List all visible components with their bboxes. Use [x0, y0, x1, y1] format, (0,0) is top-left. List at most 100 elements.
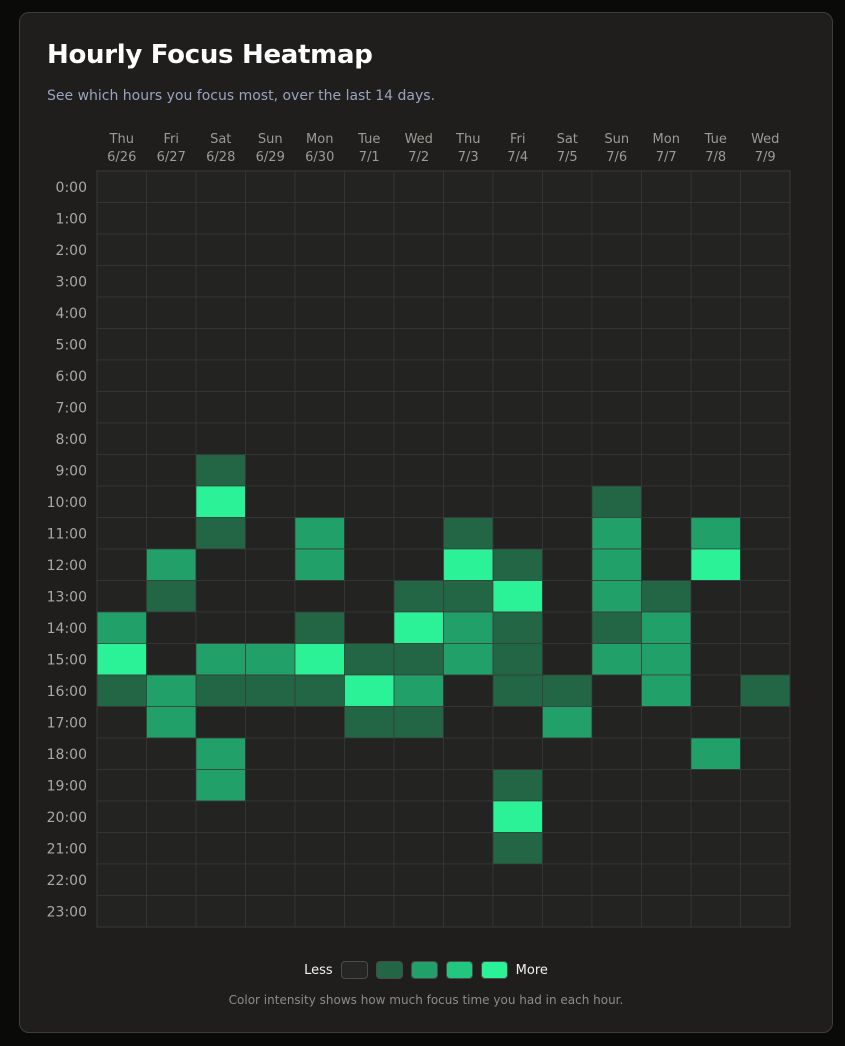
heatmap-cell[interactable] — [245, 611, 296, 644]
heatmap-cell[interactable] — [492, 517, 543, 550]
heatmap-cell[interactable] — [591, 611, 642, 644]
heatmap-cell[interactable] — [393, 454, 444, 487]
heatmap-cell[interactable] — [740, 580, 791, 613]
heatmap-cell[interactable] — [740, 202, 791, 235]
heatmap-cell[interactable] — [294, 832, 345, 865]
heatmap-cell[interactable] — [443, 233, 494, 266]
heatmap-cell[interactable] — [146, 548, 197, 581]
heatmap-cell[interactable] — [542, 517, 593, 550]
heatmap-cell[interactable] — [492, 611, 543, 644]
heatmap-cell[interactable] — [641, 737, 692, 770]
heatmap-cell[interactable] — [740, 391, 791, 424]
heatmap-cell[interactable] — [195, 391, 246, 424]
heatmap-cell[interactable] — [740, 706, 791, 739]
heatmap-cell[interactable] — [245, 800, 296, 833]
heatmap-cell[interactable] — [245, 265, 296, 298]
heatmap-cell[interactable] — [542, 233, 593, 266]
heatmap-cell[interactable] — [641, 233, 692, 266]
heatmap-cell[interactable] — [542, 296, 593, 329]
heatmap-cell[interactable] — [740, 769, 791, 802]
heatmap-cell[interactable] — [245, 359, 296, 392]
heatmap-cell[interactable] — [690, 422, 741, 455]
heatmap-cell[interactable] — [690, 233, 741, 266]
heatmap-cell[interactable] — [344, 643, 395, 676]
heatmap-cell[interactable] — [146, 454, 197, 487]
heatmap-cell[interactable] — [690, 737, 741, 770]
heatmap-cell[interactable] — [740, 611, 791, 644]
heatmap-cell[interactable] — [96, 611, 147, 644]
heatmap-cell[interactable] — [146, 233, 197, 266]
heatmap-cell[interactable] — [393, 485, 444, 518]
heatmap-cell[interactable] — [641, 863, 692, 896]
heatmap-cell[interactable] — [492, 170, 543, 203]
heatmap-cell[interactable] — [96, 580, 147, 613]
heatmap-cell[interactable] — [146, 611, 197, 644]
heatmap-cell[interactable] — [641, 517, 692, 550]
heatmap-cell[interactable] — [245, 296, 296, 329]
heatmap-cell[interactable] — [690, 863, 741, 896]
heatmap-cell[interactable] — [344, 328, 395, 361]
heatmap-cell[interactable] — [690, 706, 741, 739]
heatmap-cell[interactable] — [641, 706, 692, 739]
heatmap-cell[interactable] — [542, 359, 593, 392]
heatmap-cell[interactable] — [146, 769, 197, 802]
heatmap-cell[interactable] — [641, 611, 692, 644]
heatmap-cell[interactable] — [641, 454, 692, 487]
heatmap-cell[interactable] — [492, 202, 543, 235]
heatmap-cell[interactable] — [195, 517, 246, 550]
heatmap-cell[interactable] — [641, 202, 692, 235]
heatmap-cell[interactable] — [245, 769, 296, 802]
heatmap-cell[interactable] — [146, 485, 197, 518]
heatmap-cell[interactable] — [740, 548, 791, 581]
heatmap-cell[interactable] — [294, 422, 345, 455]
heatmap-cell[interactable] — [393, 737, 444, 770]
heatmap-cell[interactable] — [344, 265, 395, 298]
heatmap-cell[interactable] — [740, 517, 791, 550]
heatmap-cell[interactable] — [641, 674, 692, 707]
heatmap-cell[interactable] — [245, 832, 296, 865]
heatmap-cell[interactable] — [344, 580, 395, 613]
heatmap-cell[interactable] — [740, 832, 791, 865]
heatmap-cell[interactable] — [344, 170, 395, 203]
heatmap-cell[interactable] — [591, 233, 642, 266]
heatmap-cell[interactable] — [393, 296, 444, 329]
heatmap-cell[interactable] — [294, 517, 345, 550]
heatmap-cell[interactable] — [294, 895, 345, 928]
heatmap-cell[interactable] — [195, 611, 246, 644]
heatmap-cell[interactable] — [443, 863, 494, 896]
heatmap-cell[interactable] — [245, 863, 296, 896]
heatmap-cell[interactable] — [245, 643, 296, 676]
heatmap-cell[interactable] — [294, 485, 345, 518]
heatmap-cell[interactable] — [492, 422, 543, 455]
heatmap-cell[interactable] — [641, 422, 692, 455]
heatmap-cell[interactable] — [542, 265, 593, 298]
heatmap-cell[interactable] — [245, 895, 296, 928]
heatmap-cell[interactable] — [443, 611, 494, 644]
heatmap-cell[interactable] — [245, 202, 296, 235]
heatmap-cell[interactable] — [443, 265, 494, 298]
heatmap-cell[interactable] — [195, 769, 246, 802]
heatmap-cell[interactable] — [591, 422, 642, 455]
heatmap-cell[interactable] — [146, 643, 197, 676]
heatmap-cell[interactable] — [443, 517, 494, 550]
heatmap-cell[interactable] — [245, 422, 296, 455]
heatmap-cell[interactable] — [690, 643, 741, 676]
heatmap-cell[interactable] — [591, 737, 642, 770]
heatmap-cell[interactable] — [690, 674, 741, 707]
heatmap-cell[interactable] — [393, 643, 444, 676]
heatmap-cell[interactable] — [96, 265, 147, 298]
heatmap-cell[interactable] — [641, 769, 692, 802]
heatmap-cell[interactable] — [492, 296, 543, 329]
heatmap-cell[interactable] — [443, 737, 494, 770]
heatmap-cell[interactable] — [591, 643, 642, 676]
heatmap-cell[interactable] — [96, 202, 147, 235]
heatmap-cell[interactable] — [641, 800, 692, 833]
heatmap-cell[interactable] — [294, 233, 345, 266]
heatmap-cell[interactable] — [740, 328, 791, 361]
heatmap-cell[interactable] — [690, 832, 741, 865]
heatmap-cell[interactable] — [146, 328, 197, 361]
heatmap-cell[interactable] — [393, 832, 444, 865]
heatmap-cell[interactable] — [195, 832, 246, 865]
heatmap-cell[interactable] — [393, 895, 444, 928]
heatmap-cell[interactable] — [195, 202, 246, 235]
